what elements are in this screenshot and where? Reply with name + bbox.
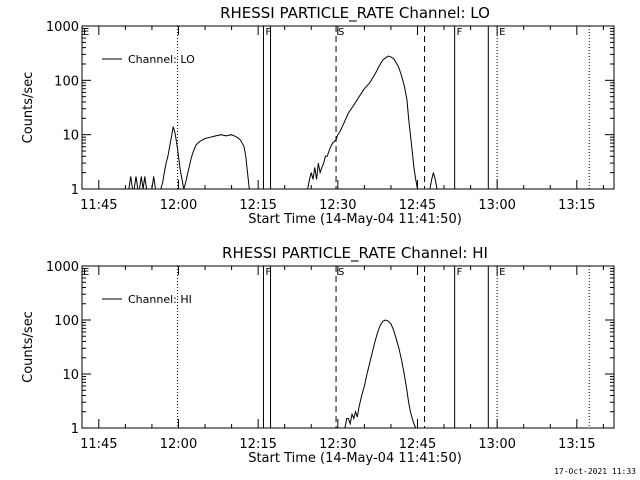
x-tick-label: 12:00 xyxy=(160,437,197,452)
event-marker-label: S xyxy=(338,267,344,278)
timestamp: 17-Oct-2021 11:33 xyxy=(554,467,636,476)
x-tick-label: 13:00 xyxy=(478,198,515,213)
y-tick-label: 1 xyxy=(71,183,79,198)
event-marker-label: E xyxy=(499,267,505,278)
x-tick-label: 11:45 xyxy=(80,437,117,452)
data-series-line xyxy=(128,126,250,190)
data-series-line xyxy=(307,55,438,190)
y-tick-label: 100 xyxy=(54,74,79,89)
x-tick-label: 13:00 xyxy=(478,437,515,452)
x-tick-label: 12:45 xyxy=(399,198,436,213)
legend-label: Channel: LO xyxy=(128,53,195,66)
event-marker-label: F xyxy=(457,27,463,38)
chart-panel-1: RHESSI PARTICLE_RATE Channel: HI 1 10 100 10… xyxy=(21,244,615,466)
x-tick-label: 12:30 xyxy=(319,437,356,452)
event-marker-label: F xyxy=(265,267,271,278)
chart-title: RHESSI PARTICLE_RATE Channel: LO xyxy=(220,4,490,23)
x-tick-label: 13:15 xyxy=(558,437,595,452)
x-tick-label: 13:15 xyxy=(558,198,595,213)
y-tick-label: 10 xyxy=(62,368,79,383)
x-tick-label: 12:30 xyxy=(319,198,356,213)
y-tick-label: 10 xyxy=(62,129,79,144)
y-tick-label: 1000 xyxy=(46,20,79,35)
event-marker-label: E xyxy=(83,27,89,38)
event-marker-label: S xyxy=(338,27,344,38)
event-marker-label: E xyxy=(83,267,89,278)
x-tick-label: 12:15 xyxy=(239,437,276,452)
event-marker-label: F xyxy=(265,27,271,38)
x-tick-label: 12:00 xyxy=(160,198,197,213)
event-marker-label: E xyxy=(499,27,505,38)
y-axis-label: Counts/sec xyxy=(21,311,36,383)
plot-frame xyxy=(81,265,615,429)
x-axis-label: Start Time (14-May-04 11:41:50) xyxy=(248,451,462,466)
legend-label: Channel: HI xyxy=(128,293,192,306)
y-tick-label: 1 xyxy=(71,422,79,437)
y-tick-label: 1000 xyxy=(46,260,79,275)
y-axis-label: Counts/sec xyxy=(21,72,36,144)
data-series-line xyxy=(344,319,417,429)
x-tick-label: 12:45 xyxy=(399,437,436,452)
chart-panel-0: RHESSI PARTICLE_RATE Channel: LO 1 10 100 10… xyxy=(21,4,615,227)
x-tick-label: 12:15 xyxy=(239,198,276,213)
plot-frame xyxy=(81,25,615,190)
x-axis-label: Start Time (14-May-04 11:41:50) xyxy=(248,212,462,227)
event-marker-label: F xyxy=(457,267,463,278)
chart-title: RHESSI PARTICLE_RATE Channel: HI xyxy=(222,244,488,263)
y-tick-label: 100 xyxy=(54,314,79,329)
x-tick-label: 11:45 xyxy=(80,198,117,213)
